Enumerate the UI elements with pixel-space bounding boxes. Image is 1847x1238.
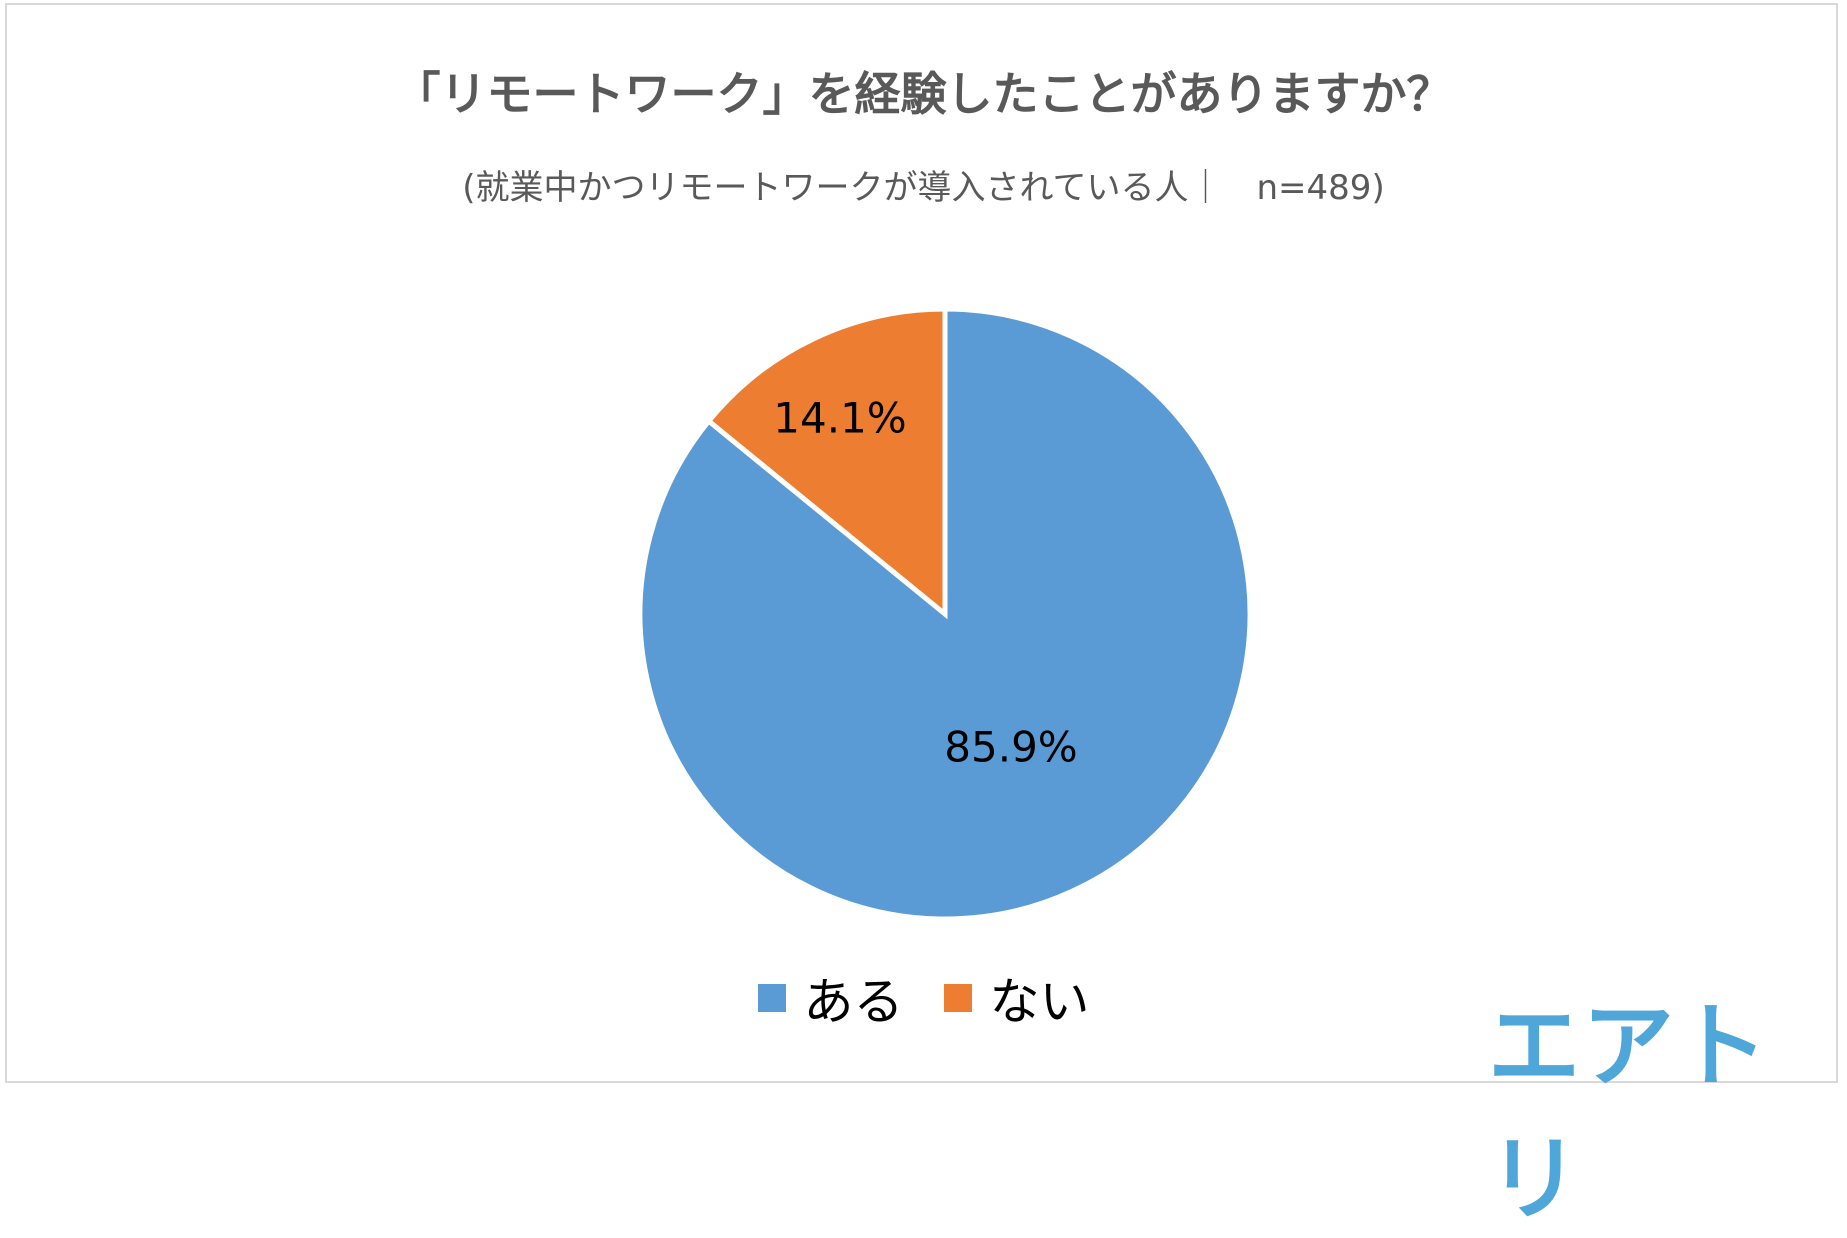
airtrip-logo: エアトリ — [1488, 993, 1771, 1233]
chart-title: 「リモートワーク」を経験したことがありますか？ — [394, 67, 1453, 121]
legend: ある ない — [0, 962, 1847, 1034]
data-label-nai: 14.1% — [773, 394, 906, 443]
pie-chart: 85.9% 14.1% — [640, 306, 1250, 919]
legend-label-nai: ない — [989, 973, 1090, 1031]
chart-subtitle: (就業中かつリモートワークが導入されている人｜ n=489) — [462, 168, 1385, 208]
data-label-aru: 85.9% — [944, 723, 1077, 772]
pie-slice-nai — [705, 306, 948, 620]
chart-frame — [5, 3, 1838, 1083]
legend-label-aru: ある — [803, 973, 904, 1031]
legend-item-aru: ある — [757, 962, 904, 1034]
legend-item-nai: ない — [943, 962, 1090, 1034]
legend-swatch-aru — [757, 984, 786, 1012]
legend-swatch-nai — [943, 984, 972, 1012]
